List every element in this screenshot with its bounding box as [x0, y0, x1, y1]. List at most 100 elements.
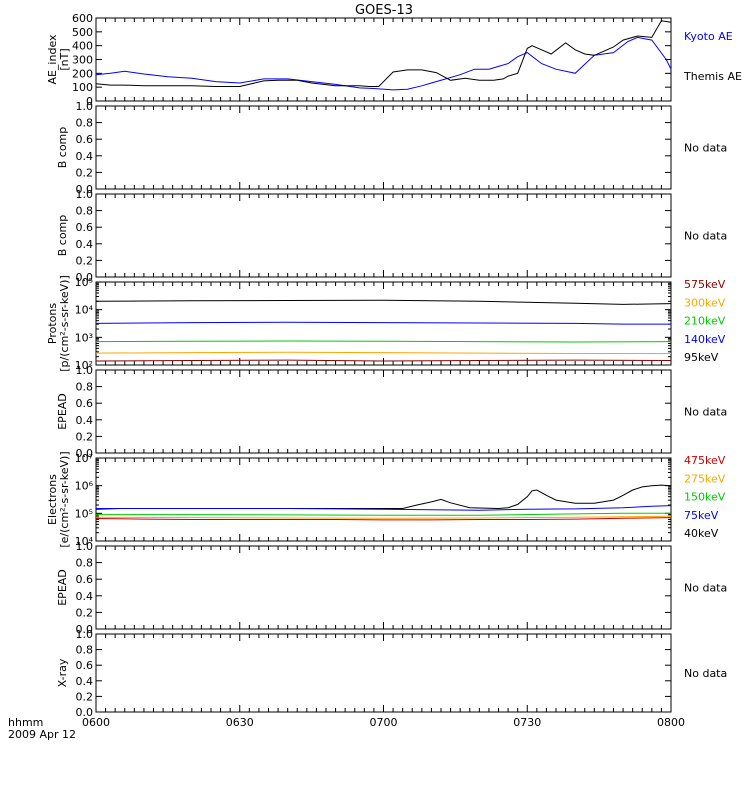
series-line-300kev: [95, 351, 671, 354]
y-tick-label: 1.0: [76, 364, 94, 377]
y-tick-label: 1.0: [76, 540, 94, 553]
y-tick-label: 1.0: [76, 100, 94, 113]
legend-entry: 275keV: [684, 472, 726, 485]
panel-frame: [95, 193, 672, 278]
figure-title: GOES-13: [355, 3, 413, 18]
y-tick-label: 10⁷: [75, 452, 93, 465]
y-tick-label: 10⁵: [75, 507, 93, 520]
y-axis-label: B comp: [56, 127, 69, 169]
y-tick-label: 10⁶: [75, 480, 94, 493]
y-tick-label: 0.0: [76, 706, 94, 719]
y-tick-label: 0.2: [76, 606, 94, 619]
series-line-75kev: [96, 505, 672, 511]
panel-frame: [95, 633, 672, 713]
no-data-label: No data: [684, 142, 727, 155]
y-axis-label: Protons: [46, 303, 59, 344]
panel-frame: [95, 545, 672, 630]
legend-entry: 575keV: [684, 278, 726, 291]
time-tick-label: 0700: [370, 716, 398, 729]
y-tick-label: 0.6: [76, 397, 94, 410]
y-tick-label: 0.6: [76, 221, 94, 234]
y-tick-label: 0.4: [76, 238, 94, 251]
y-axis-label: EPEAD: [56, 569, 69, 606]
legend-entry: Themis AE: [683, 70, 742, 83]
legend-entry: 95keV: [684, 351, 719, 364]
series-line-575kev: [95, 359, 672, 362]
y-tick-label: 0.2: [76, 430, 94, 443]
y-axis-label: Electrons: [46, 474, 59, 525]
panel-frame: [95, 105, 672, 190]
series-line-40kev: [95, 484, 672, 510]
date-label: 2009 Apr 12: [8, 728, 76, 741]
series-line-150kev: [96, 512, 671, 516]
y-axis-label: [e/(cm²-s-sr-keV)]: [58, 451, 71, 547]
y-tick-label: 10²: [75, 359, 93, 372]
legend-entry: 150keV: [684, 491, 726, 504]
no-data-label: No data: [684, 230, 727, 243]
y-tick-label: 0.6: [76, 659, 94, 672]
y-tick-label: 0.4: [76, 414, 94, 427]
time-axis-label: hhmm: [8, 716, 43, 729]
panel-b1: 0.0 0.2 0.4 0.6 0.8 1.0 B comp No data: [56, 100, 727, 196]
y-axis-label: X-ray: [56, 658, 69, 687]
y-tick-label: 500: [72, 26, 93, 39]
y-tick-label: 0.6: [76, 573, 94, 586]
legend-entry: 300keV: [684, 296, 726, 309]
series-line-95kev: [95, 299, 672, 305]
y-axis-label: [nT]: [58, 48, 71, 70]
y-tick-label: 0.2: [76, 254, 94, 267]
legend-entry: 210keV: [684, 315, 726, 328]
panel-frame: [95, 17, 672, 102]
legend-entry: 140keV: [684, 333, 726, 346]
y-axis-label: B comp: [56, 215, 69, 257]
y-tick-label: 0.8: [76, 205, 94, 218]
legend-entry: 75keV: [684, 509, 719, 522]
legend-entry: 475keV: [684, 454, 726, 467]
y-tick-label: 0.8: [76, 117, 94, 130]
series-line-kyoto-ae: [95, 36, 672, 91]
y-tick-label: 200: [72, 67, 93, 80]
y-tick-label: 600: [72, 12, 93, 25]
y-tick-label: 1.0: [76, 188, 94, 201]
time-tick-label: 0630: [226, 716, 254, 729]
panel-frame: [95, 457, 672, 542]
y-tick-label: 0.4: [76, 150, 94, 163]
panel-epead1: 0.0 0.2 0.4 0.6 0.8 1.0 EPEAD No data: [56, 364, 727, 460]
y-tick-label: 0.6: [76, 133, 94, 146]
panel-epead2: 0.0 0.2 0.4 0.6 0.8 1.0 EPEAD No data: [56, 540, 727, 636]
series-line-275kev: [95, 515, 672, 519]
series-line-themis-ae: [95, 20, 672, 87]
y-axis-label: [p/(cm²-s-sr-keV)]: [58, 275, 71, 372]
y-tick-label: 0.4: [76, 590, 94, 603]
legend-entry: Kyoto AE: [684, 30, 733, 43]
y-tick-label: 0.2: [76, 690, 94, 703]
y-tick-label: 10⁴: [75, 304, 94, 317]
y-tick-label: 0.0: [76, 271, 94, 284]
y-tick-label: 0.8: [76, 381, 94, 394]
y-tick-label: 1.0: [76, 628, 94, 641]
panel-frame: [95, 369, 672, 454]
no-data-label: No data: [684, 667, 727, 680]
panel-electrons: 10⁴ 10⁵ 10⁶ 10⁷ Electrons [e/(cm²-s-sr-keV)] 4…: [46, 451, 726, 548]
y-tick-label: 10⁵: [75, 276, 93, 289]
time-tick-label: 0730: [513, 716, 541, 729]
y-tick-label: 0.2: [76, 166, 94, 179]
y-tick-label: 0.0: [76, 183, 94, 196]
y-tick-label: 400: [72, 40, 93, 53]
y-tick-label: 10⁴: [75, 535, 94, 548]
y-tick-label: 100: [72, 81, 93, 94]
legend-entry: 40keV: [684, 527, 719, 540]
y-tick-label: 300: [72, 54, 93, 67]
y-axis-label: AE_index: [46, 34, 59, 85]
y-tick-label: 0.4: [76, 675, 94, 688]
panel-xray: 0.0 0.2 0.4 0.6 0.8 1.0 X-ray No data: [56, 628, 727, 719]
y-tick-label: 0.0: [76, 623, 94, 636]
y-tick-label: 0.8: [76, 644, 94, 657]
series-line-475kev: [95, 517, 672, 521]
y-tick-label: 0.8: [76, 557, 94, 570]
series-line-140kev: [95, 321, 671, 325]
series-line-210kev: [95, 340, 672, 343]
no-data-label: No data: [684, 582, 727, 595]
time-tick-label: 0800: [657, 716, 685, 729]
